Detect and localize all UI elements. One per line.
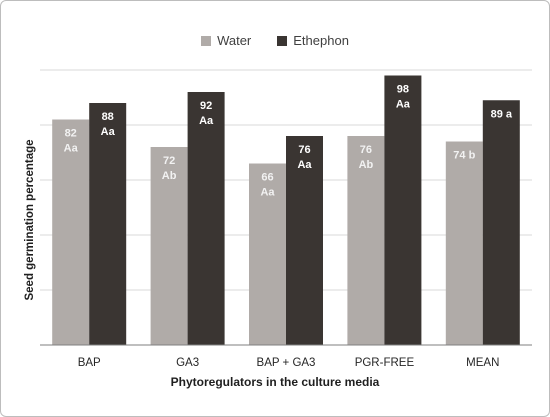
legend-swatch-water xyxy=(201,35,212,46)
legend-item-ethephon: Ethephon xyxy=(277,33,349,48)
x-tick-label: BAP + GA3 xyxy=(257,357,316,369)
bar-ethephon-2 xyxy=(286,136,323,345)
data-label: Aa xyxy=(396,99,411,111)
data-label: 66 xyxy=(261,172,273,184)
bar-water-1 xyxy=(150,147,188,345)
chart-legend: Water Ethephon xyxy=(0,33,550,48)
data-label: 98 xyxy=(397,84,409,96)
data-label: 92 xyxy=(200,100,212,112)
data-label: Aa xyxy=(260,187,275,199)
data-label: 88 xyxy=(102,111,114,123)
bar-water-0 xyxy=(52,119,90,345)
data-label: 89 a xyxy=(491,108,513,120)
legend-item-water: Water xyxy=(201,33,251,48)
legend-label-ethephon: Ethephon xyxy=(293,33,349,48)
data-label: Aa xyxy=(64,143,79,155)
data-label: Ab xyxy=(162,170,177,182)
data-label: 82 xyxy=(65,128,77,140)
y-axis-label: Seed germination percentage xyxy=(24,139,36,301)
bar-water-4 xyxy=(445,141,483,345)
data-label: Aa xyxy=(101,126,116,138)
legend-label-water: Water xyxy=(217,33,252,48)
x-axis-label: Phytoregulators in the culture media xyxy=(170,375,380,389)
bar-ethephon-3 xyxy=(384,75,422,345)
x-tick-label: PGR-FREE xyxy=(355,357,415,369)
x-tick-label: GA3 xyxy=(176,357,199,369)
bar-water-2 xyxy=(249,163,286,345)
data-label: Aa xyxy=(199,115,214,127)
bar-ethephon-1 xyxy=(187,92,225,345)
data-label: Aa xyxy=(297,159,312,171)
data-label: 72 xyxy=(163,155,175,167)
bar-ethephon-4 xyxy=(482,100,520,345)
bar-water-3 xyxy=(347,136,385,345)
x-tick-label: BAP xyxy=(78,357,101,369)
data-label: Ab xyxy=(359,159,374,171)
bar-ethephon-0 xyxy=(89,103,127,345)
x-tick-label: MEAN xyxy=(466,357,499,369)
data-label: 74 b xyxy=(453,150,475,162)
data-label: 76 xyxy=(298,144,310,156)
legend-swatch-ethephon xyxy=(277,35,288,46)
data-label: 76 xyxy=(360,144,372,156)
